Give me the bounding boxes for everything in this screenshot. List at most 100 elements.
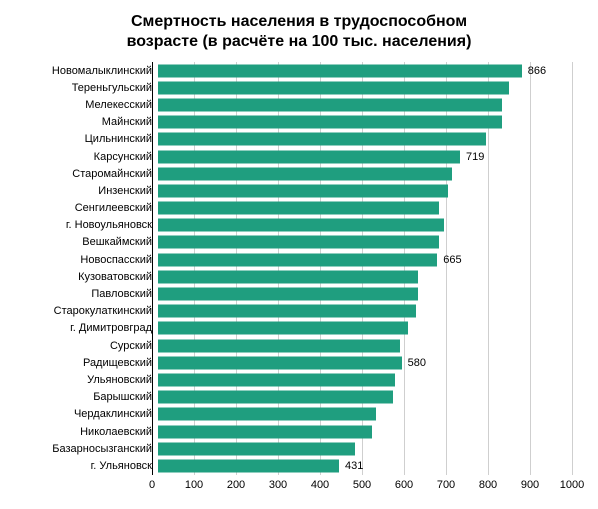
y-axis-label: Николаевский bbox=[18, 426, 158, 438]
y-axis-label: Чердаклинский bbox=[18, 408, 158, 420]
bar bbox=[158, 373, 395, 386]
y-axis-label: Старокулаткинский bbox=[18, 305, 158, 317]
bar bbox=[158, 184, 448, 197]
x-axis: 01002003004005006007008009001000 bbox=[152, 479, 572, 495]
bar bbox=[158, 133, 486, 146]
bar bbox=[158, 150, 460, 163]
bar-row: г. Ульяновск431 bbox=[18, 457, 580, 474]
bar-row: Старокулаткинский bbox=[18, 303, 580, 320]
bar-cell bbox=[158, 182, 578, 199]
bar-row: Инзенский bbox=[18, 182, 580, 199]
bar-cell: 866 bbox=[158, 62, 578, 79]
bar bbox=[158, 322, 408, 335]
y-axis-label: Старомайнский bbox=[18, 168, 158, 180]
x-axis-tick: 500 bbox=[353, 479, 371, 491]
bar-cell: 719 bbox=[158, 148, 578, 165]
bar bbox=[158, 253, 437, 266]
y-axis-label: Радищевский bbox=[18, 357, 158, 369]
y-axis-label: Новоспасский bbox=[18, 254, 158, 266]
y-axis-label: Сурский bbox=[18, 340, 158, 352]
bar-row: Базарносызганский bbox=[18, 440, 580, 457]
bar-row: Николаевский bbox=[18, 423, 580, 440]
bar-cell bbox=[158, 320, 578, 337]
bar bbox=[158, 236, 439, 249]
y-axis-label: Вешкаймский bbox=[18, 236, 158, 248]
bar-cell bbox=[158, 440, 578, 457]
bar-cell: 431 bbox=[158, 457, 578, 474]
plot-area: Новомалыклинский 866 Тереньгульский Мелекес… bbox=[18, 62, 580, 495]
y-axis-label: Сенгилеевский bbox=[18, 202, 158, 214]
bar-row: Ульяновский bbox=[18, 371, 580, 388]
bar bbox=[158, 391, 393, 404]
bar bbox=[158, 288, 418, 301]
bar bbox=[158, 305, 416, 318]
bar-row: г. Новоульяновск bbox=[18, 217, 580, 234]
x-axis-tick: 800 bbox=[479, 479, 497, 491]
bar-row: Майнский bbox=[18, 114, 580, 131]
bar bbox=[158, 425, 372, 438]
y-axis-label: Цильнинский bbox=[18, 133, 158, 145]
bar-row: Радищевский 580 bbox=[18, 354, 580, 371]
x-axis-tick: 200 bbox=[227, 479, 245, 491]
bar bbox=[158, 356, 402, 369]
y-axis-label: Кузоватовский bbox=[18, 271, 158, 283]
x-axis-tick: 0 bbox=[149, 479, 155, 491]
chart-title-line1: Смертность населения в трудоспособном bbox=[131, 13, 467, 30]
y-axis-label: г. Димитровград bbox=[18, 322, 158, 334]
bar-row: Сенгилеевский bbox=[18, 200, 580, 217]
bar bbox=[158, 116, 502, 129]
bar-row: Новоспасский 665 bbox=[18, 251, 580, 268]
bar bbox=[158, 98, 502, 111]
bar-row: Карсунский 719 bbox=[18, 148, 580, 165]
bar-cell bbox=[158, 423, 578, 440]
bar-row: Цильнинский bbox=[18, 131, 580, 148]
bar-row: Тереньгульский bbox=[18, 79, 580, 96]
bar-cell bbox=[158, 96, 578, 113]
x-axis-tick: 600 bbox=[395, 479, 413, 491]
bar-cell bbox=[158, 268, 578, 285]
bar-value-label: 719 bbox=[466, 151, 484, 163]
y-axis-label: Базарносызганский bbox=[18, 443, 158, 455]
bar-cell bbox=[158, 406, 578, 423]
chart-title-line2: возрасте (в расчёте на 100 тыс. населени… bbox=[127, 33, 472, 50]
bar-row: Новомалыклинский 866 bbox=[18, 62, 580, 79]
chart-title: Смертность населения в трудоспособном во… bbox=[18, 12, 580, 52]
y-axis-label: Карсунский bbox=[18, 151, 158, 163]
bar-cell bbox=[158, 131, 578, 148]
bar bbox=[158, 459, 339, 472]
bar-value-label: 580 bbox=[408, 357, 426, 369]
x-axis-tick: 1000 bbox=[560, 479, 584, 491]
bar bbox=[158, 167, 452, 180]
bar-value-label: 665 bbox=[443, 254, 461, 266]
bar-cell bbox=[158, 303, 578, 320]
bar-cell bbox=[158, 285, 578, 302]
bar-cell bbox=[158, 217, 578, 234]
y-axis-label: Инзенский bbox=[18, 185, 158, 197]
bar-row: Мелекесский bbox=[18, 96, 580, 113]
bar-row: Чердаклинский bbox=[18, 406, 580, 423]
bar-cell bbox=[158, 337, 578, 354]
bar bbox=[158, 408, 376, 421]
chart-container: Смертность населения в трудоспособном во… bbox=[0, 0, 598, 509]
y-axis-label: Мелекесский bbox=[18, 99, 158, 111]
bar-cell bbox=[158, 234, 578, 251]
bar bbox=[158, 270, 418, 283]
bar-cell bbox=[158, 371, 578, 388]
bar-cell bbox=[158, 165, 578, 182]
x-axis-tick: 100 bbox=[185, 479, 203, 491]
bar-cell: 665 bbox=[158, 251, 578, 268]
bar-value-label: 866 bbox=[528, 65, 546, 77]
y-axis-label: Тереньгульский bbox=[18, 82, 158, 94]
bar bbox=[158, 219, 444, 232]
y-axis-label: Павловский bbox=[18, 288, 158, 300]
bar-row: Барышский bbox=[18, 389, 580, 406]
y-axis-label: Барышский bbox=[18, 391, 158, 403]
bar-value-label: 431 bbox=[345, 460, 363, 472]
x-axis-tick: 400 bbox=[311, 479, 329, 491]
y-axis-label: Новомалыклинский bbox=[18, 65, 158, 77]
bar bbox=[158, 64, 522, 77]
bar-cell bbox=[158, 389, 578, 406]
x-axis-tick: 700 bbox=[437, 479, 455, 491]
bar-rows: Новомалыклинский 866 Тереньгульский Мелекес… bbox=[18, 62, 580, 475]
bar-row: г. Димитровград bbox=[18, 320, 580, 337]
